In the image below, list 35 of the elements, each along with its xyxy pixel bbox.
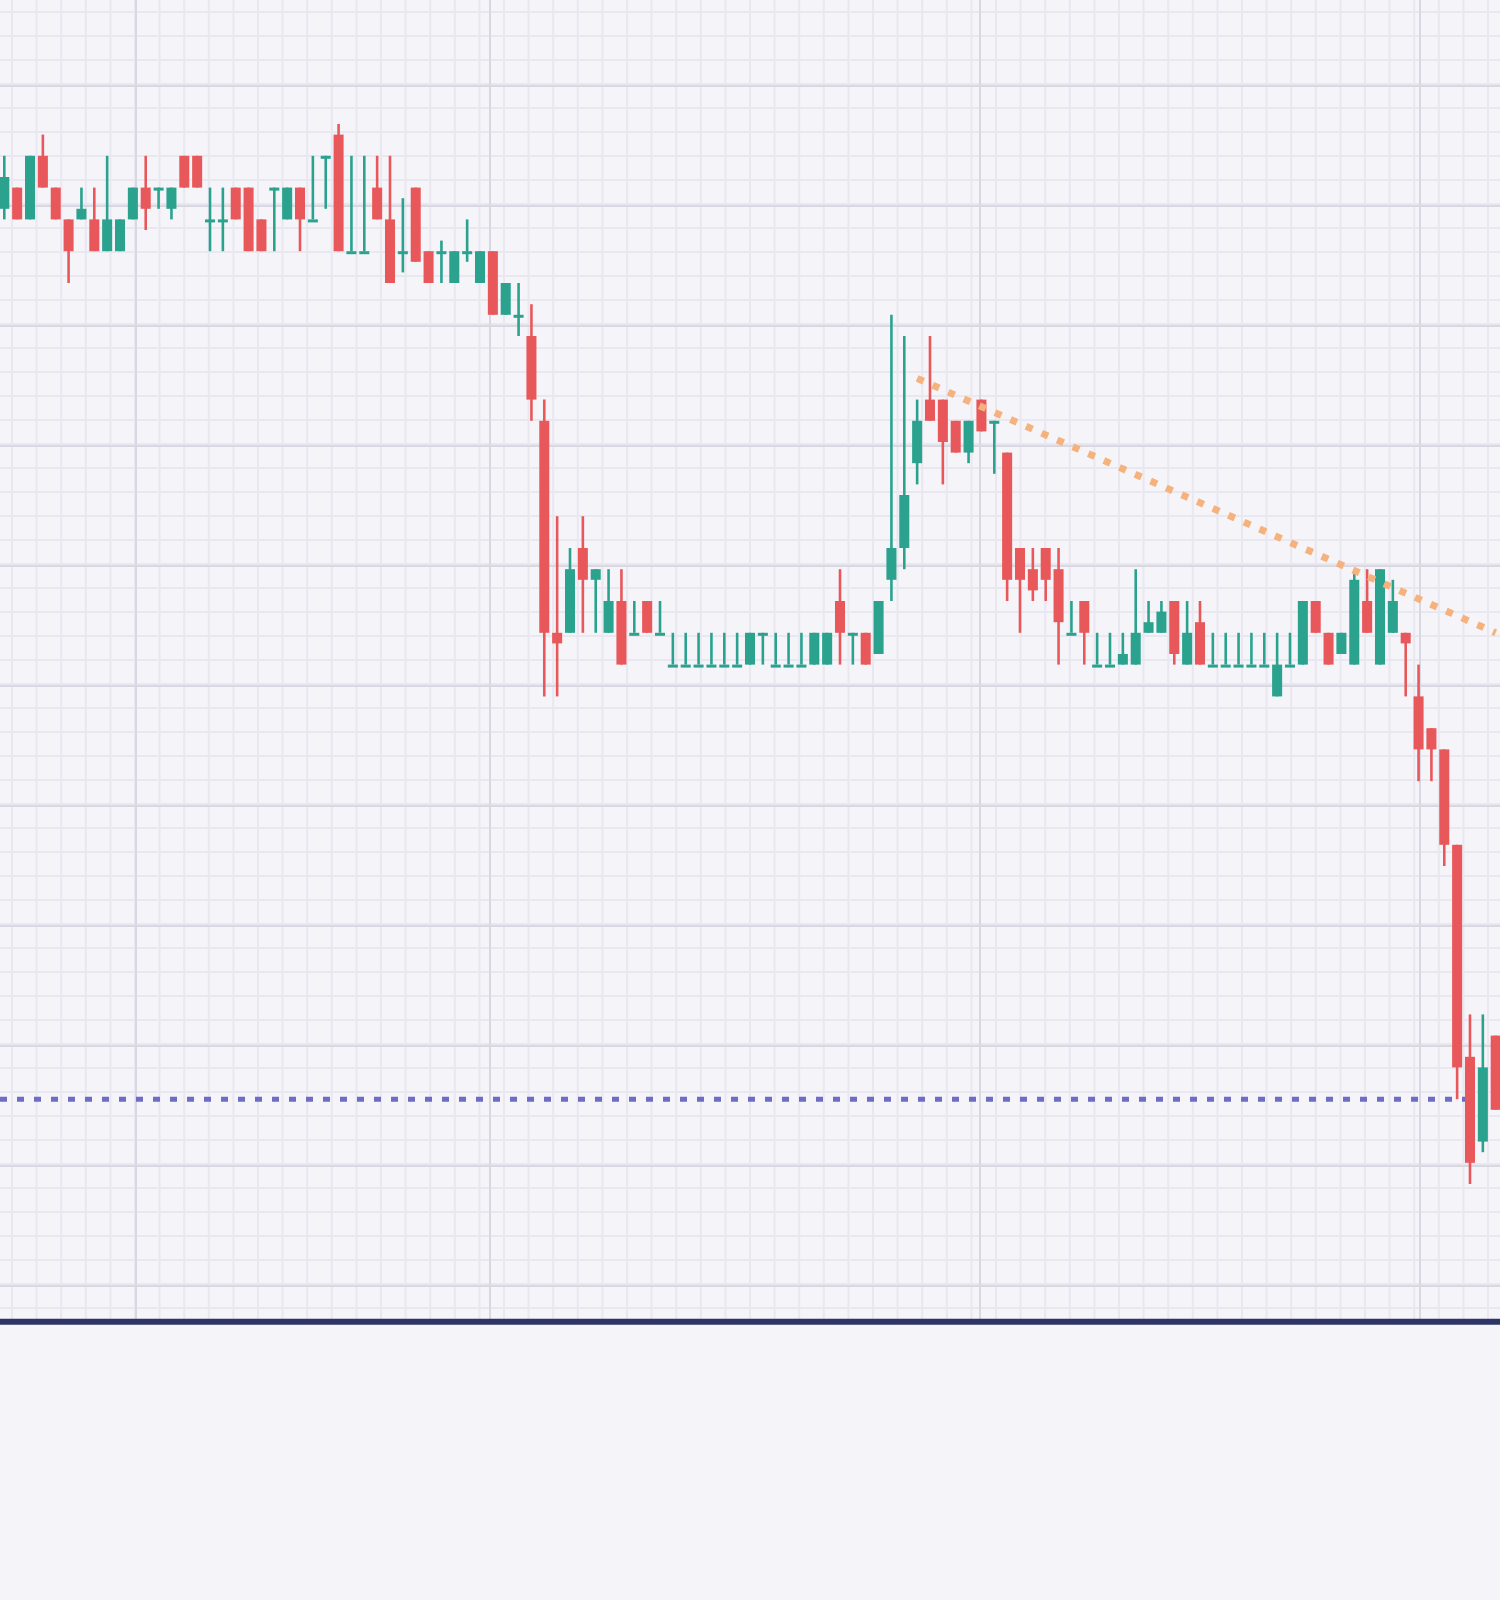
candlestick [590,567,601,635]
candlestick [989,419,1000,476]
candlestick [500,281,511,317]
candlestick [1310,599,1321,635]
candlestick [1182,599,1193,666]
candlestick [577,514,588,635]
candlestick [642,599,653,635]
candlestick [372,154,383,221]
candlestick [860,631,871,666]
candlestick [1400,631,1411,698]
candlestick [513,281,524,338]
candlestick [89,186,100,253]
candlestick [140,154,151,232]
candlestick [1323,631,1334,666]
candlestick [552,514,563,698]
candlestick [629,599,640,636]
candlestick [294,186,306,253]
candlestick [847,631,858,666]
candlestick [63,218,74,285]
candlestick [1066,599,1077,636]
candlestick [307,154,318,223]
candlestick [1194,599,1206,666]
candlestick [76,186,87,221]
candlestick [834,567,846,666]
candlestick [320,154,331,211]
candlestick [912,398,923,486]
candlestick [963,419,974,465]
candlestick [1362,567,1373,635]
candlestick [654,599,666,636]
candlestick [37,133,48,189]
candlestick [886,313,897,603]
candlestick [0,154,10,221]
candlestick [603,567,614,635]
candlestick [397,196,408,274]
candlestick [1079,599,1090,666]
